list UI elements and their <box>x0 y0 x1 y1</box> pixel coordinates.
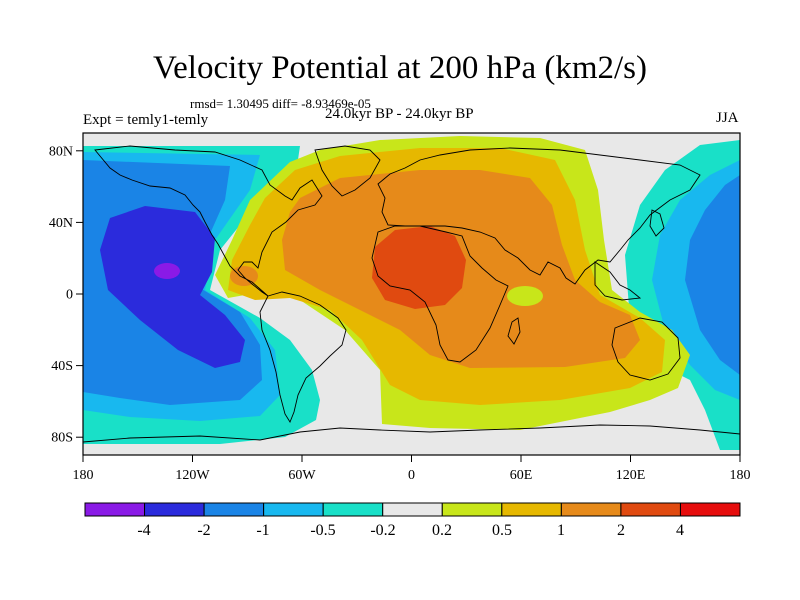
coast-madagascar <box>507 317 521 345</box>
x-tick-labels: 180 120W 60W 0 60E 120E 180 <box>73 468 751 483</box>
colorbar-label: 1 <box>557 522 565 539</box>
colorbar-label: -2 <box>197 522 210 539</box>
coast-africa <box>371 225 509 363</box>
y-tick-label: 80N <box>49 145 73 160</box>
contour-neg-1-east <box>685 175 740 375</box>
colorbar-swatch <box>620 502 681 517</box>
colorbar-label: 0.5 <box>492 522 512 539</box>
x-tick-label: 180 <box>73 468 94 483</box>
y-tick-labels: 80N 40N 0 40S 80S <box>49 145 73 446</box>
coastlines <box>83 145 740 443</box>
colorbar-labels: -4 -2 -1 -0.5 -0.2 0.2 0.5 1 2 4 <box>137 522 684 539</box>
colorbar-label: -4 <box>137 522 150 539</box>
filled-contours <box>83 133 740 455</box>
colorbar-swatch <box>322 502 384 517</box>
colorbar-swatch <box>382 502 443 517</box>
coast-greenland <box>314 145 381 197</box>
y-tick-label: 40S <box>51 359 73 374</box>
colorbar-swatch <box>263 502 324 517</box>
coast-japan <box>649 209 665 237</box>
x-tick-label: 60E <box>510 468 533 483</box>
x-tick-label: 0 <box>408 468 415 483</box>
colorbar-swatch <box>203 502 265 517</box>
colorbar-swatch <box>84 502 146 517</box>
coast-eurasia <box>377 147 701 285</box>
axis-ticks <box>76 150 741 462</box>
colorbar-label: 4 <box>676 522 684 539</box>
y-tick-label: 80S <box>51 431 73 446</box>
coast-south-america <box>259 291 347 423</box>
coast-north-america <box>94 145 323 297</box>
stats-line: rmsd= 1.30495 diff= -8.93469e-05 <box>190 96 371 111</box>
contour-pos-05-arabian <box>507 286 543 306</box>
colorbar-swatch <box>679 502 741 517</box>
colorbar-label: -1 <box>256 522 269 539</box>
contour-neg-4-west <box>154 263 180 279</box>
coast-australia <box>611 317 681 381</box>
x-tick-label: 120E <box>616 468 646 483</box>
colorbar-label: 2 <box>617 522 625 539</box>
period-label: 24.0kyr BP - 24.0kyr BP <box>325 106 474 122</box>
colorbar-swatch <box>441 502 503 517</box>
contour-neg-2-west <box>100 206 245 368</box>
x-tick-label: 180 <box>730 468 751 483</box>
experiment-label: Expt = temly1-temly <box>83 112 209 128</box>
y-tick-label: 0 <box>66 288 73 303</box>
colorbar-swatch <box>144 502 205 517</box>
plot-title: Velocity Potential at 200 hPa (km2/s) <box>152 50 648 86</box>
contour-pos-2 <box>372 226 466 309</box>
season-label: JJA <box>716 110 739 126</box>
colorbar-swatch <box>560 502 622 517</box>
colorbar-label: 0.2 <box>432 522 452 539</box>
colorbar-swatch <box>501 502 562 517</box>
coast-se-asia <box>594 261 642 301</box>
colorbar <box>84 502 741 517</box>
y-tick-label: 40N <box>49 216 73 231</box>
coast-antarctica <box>83 424 740 443</box>
x-tick-label: 60W <box>288 468 316 483</box>
colorbar-label: -0.5 <box>310 522 335 539</box>
x-tick-label: 120W <box>175 468 210 483</box>
colorbar-label: -0.2 <box>370 522 395 539</box>
